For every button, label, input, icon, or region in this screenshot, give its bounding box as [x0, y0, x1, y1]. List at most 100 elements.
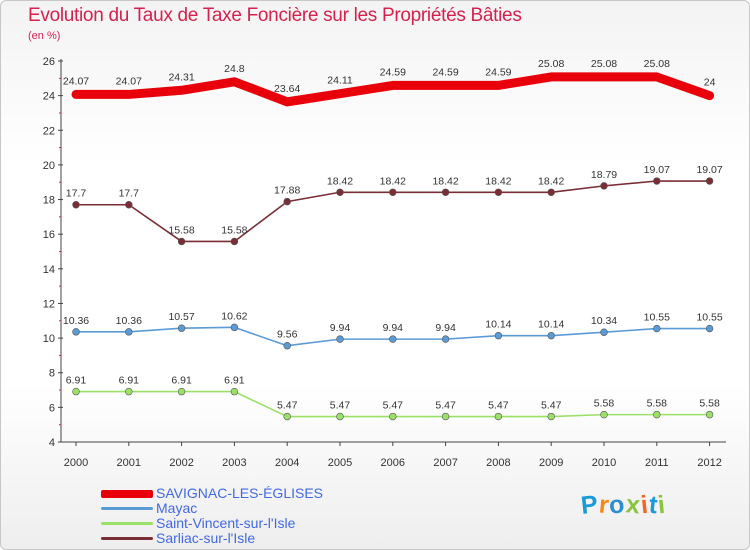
data-label: 5.47 [330, 400, 351, 412]
x-tick-label: 2000 [64, 457, 88, 469]
data-point [72, 387, 80, 396]
data-point [494, 331, 503, 340]
data-label: 18.79 [591, 169, 617, 181]
data-label: 18.42 [432, 175, 458, 187]
data-point [283, 412, 291, 421]
y-tick-label: 10 [43, 333, 55, 345]
data-point [336, 89, 344, 98]
data-label: 6.91 [171, 375, 192, 387]
data-label: 24.11 [327, 75, 353, 87]
x-tick-label: 2003 [222, 457, 246, 469]
data-point [388, 81, 397, 90]
data-label: 10.57 [168, 311, 194, 323]
data-label: 5.47 [277, 400, 298, 412]
x-tick-label: 2010 [592, 457, 616, 469]
x-tick-label: 2004 [275, 457, 299, 469]
x-tick-label: 2009 [539, 457, 563, 469]
data-label: 5.58 [594, 398, 615, 410]
data-label: 9.94 [435, 322, 456, 334]
data-label: 5.47 [383, 400, 404, 412]
data-label: 24.07 [63, 75, 89, 87]
legend-swatch [101, 490, 153, 498]
data-label: 25.08 [644, 58, 670, 70]
data-label: 6.91 [66, 375, 87, 387]
data-point [125, 387, 133, 396]
data-point [283, 342, 291, 350]
data-label: 10.55 [696, 312, 722, 324]
data-label: 5.58 [647, 398, 668, 410]
data-point [600, 410, 608, 419]
data-label: 24.59 [432, 66, 458, 78]
data-point [494, 188, 503, 196]
data-point [230, 323, 239, 332]
data-label: 10.14 [538, 319, 564, 331]
y-tick-label: 20 [43, 160, 55, 172]
data-point [652, 72, 661, 81]
data-point [705, 91, 714, 100]
data-label: 24.8 [224, 63, 245, 75]
data-label: 15.58 [221, 224, 247, 236]
data-point [705, 324, 714, 333]
data-point [230, 237, 239, 246]
data-point [72, 201, 80, 209]
legend-label: Saint-Vincent-sur-l'Isle [156, 515, 296, 531]
unit-label: (en %) [28, 30, 61, 42]
data-point [547, 72, 556, 81]
data-point [72, 328, 80, 336]
data-point [547, 331, 555, 340]
legend-label: Sarliac-sur-l'Isle [156, 530, 256, 546]
data-point [705, 177, 714, 185]
data-point [336, 412, 344, 421]
y-tick-label: 14 [43, 264, 55, 276]
data-label: 19.07 [644, 164, 670, 176]
data-label: 10.34 [591, 315, 617, 327]
data-point [125, 201, 133, 209]
data-label: 24.07 [116, 75, 142, 87]
data-label: 10.55 [644, 312, 670, 324]
data-point [72, 90, 80, 99]
legend-label: Mayac [156, 500, 198, 516]
data-label: 6.91 [119, 375, 140, 387]
data-point [230, 77, 239, 86]
data-label: 24.59 [380, 66, 406, 78]
x-tick-label: 2005 [328, 457, 352, 469]
data-point [600, 328, 608, 336]
data-point [389, 412, 397, 421]
x-tick-label: 2011 [645, 457, 669, 469]
data-point [441, 188, 450, 196]
proxiti-logo: Proxiti [580, 490, 668, 520]
data-label: 9.94 [383, 322, 404, 334]
legend-swatch [101, 507, 153, 510]
data-label: 10.36 [116, 315, 142, 327]
data-point [283, 197, 291, 206]
data-point [705, 410, 714, 419]
data-point [336, 335, 344, 343]
data-label: 24.31 [168, 71, 194, 83]
logo-letter: i [656, 490, 668, 520]
data-point [441, 335, 450, 343]
data-label: 23.64 [274, 83, 300, 95]
y-tick-label: 18 [43, 195, 55, 207]
data-point [177, 237, 186, 246]
data-point [230, 387, 239, 396]
data-point [494, 412, 503, 421]
y-tick-label: 16 [43, 229, 55, 241]
legend-swatch [101, 522, 153, 525]
data-label: 10.36 [63, 315, 89, 327]
data-label: 25.08 [591, 58, 617, 70]
data-label: 18.42 [538, 175, 564, 187]
data-point [124, 90, 133, 99]
y-tick-label: 12 [43, 298, 55, 310]
y-tick-label: 24 [43, 91, 55, 103]
data-label: 19.07 [696, 164, 722, 176]
data-point [177, 324, 186, 332]
data-point [177, 86, 186, 95]
data-label: 18.42 [485, 175, 511, 187]
data-label: 24.59 [485, 66, 511, 78]
data-label: 18.42 [327, 175, 353, 187]
x-tick-label: 2001 [117, 457, 141, 469]
data-label: 10.62 [221, 310, 247, 322]
data-label: 9.94 [330, 322, 351, 334]
data-label: 24 [704, 77, 716, 89]
